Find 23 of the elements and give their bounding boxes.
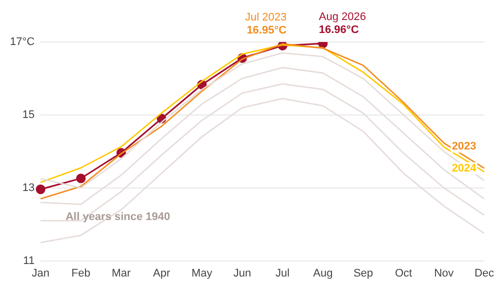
y-tick-label: 15 xyxy=(22,108,35,121)
annotation: All years since 1940 xyxy=(66,211,170,224)
x-tick-label: Apr xyxy=(153,267,170,280)
y-tick-label: 11 xyxy=(23,254,35,267)
series-label: 2023 xyxy=(452,140,476,153)
x-tick-label: Jun xyxy=(233,267,252,280)
x-tick-label: Mar xyxy=(112,267,132,280)
x-tick-label: Oct xyxy=(394,267,412,280)
annotation: Aug 2026 16.96°C xyxy=(318,10,366,36)
x-tick-label: Jul xyxy=(276,267,290,280)
x-tick-label: Feb xyxy=(71,267,90,280)
annotation: Jul 2023 16.95°C xyxy=(244,11,287,36)
x-tick-label: Aug xyxy=(313,267,333,280)
x-tick-label: Sep xyxy=(353,267,374,280)
point xyxy=(36,184,46,194)
series-label: 2024 xyxy=(452,162,478,174)
x-tick-label: Nov xyxy=(434,267,454,280)
x-tick-label: May xyxy=(192,267,213,280)
point xyxy=(76,174,86,184)
x-tick-label: Jan xyxy=(32,267,50,280)
y-tick-label: 17°C xyxy=(10,36,35,48)
y-tick-label: 13 xyxy=(22,182,35,194)
x-tick-label: Dec xyxy=(474,267,494,280)
